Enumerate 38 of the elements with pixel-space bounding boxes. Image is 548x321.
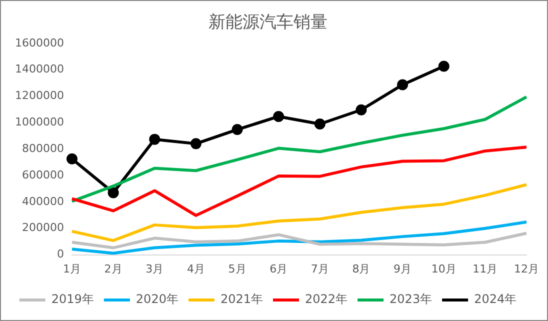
point — [190, 138, 202, 150]
legend-label: 2023年 — [390, 292, 432, 306]
y-tick-label: 200000 — [22, 221, 64, 234]
legend-label: 2022年 — [305, 292, 348, 306]
x-tick-label: 12月 — [514, 262, 539, 276]
legend-label: 2019年 — [51, 292, 94, 306]
y-tick-label: 400000 — [22, 194, 64, 208]
x-tick-label: 3月 — [146, 262, 164, 276]
y-tick-label: 600000 — [22, 168, 64, 182]
point — [314, 118, 326, 130]
point — [108, 187, 119, 198]
x-tick-label: 10月 — [431, 262, 456, 276]
point — [232, 124, 243, 136]
x-tick-label: 11月 — [472, 262, 498, 276]
y-tick-label: 1000000 — [14, 116, 64, 129]
point — [397, 79, 408, 90]
legend-label: 2020年 — [136, 292, 178, 306]
point — [66, 153, 78, 164]
x-tick-label: 4月 — [186, 262, 205, 276]
chart-title: 新能源汽车销量 — [208, 12, 328, 33]
y-tick-label: 1400000 — [14, 62, 64, 76]
x-tick-label: 2月 — [104, 262, 122, 276]
point — [273, 110, 284, 122]
x-tick-label: 9月 — [394, 262, 412, 276]
y-tick-label: 0 — [56, 248, 64, 261]
y-tick-label: 1600000 — [14, 36, 64, 50]
legend-label: 2024年 — [474, 292, 517, 306]
y-tick-label: 1200000 — [14, 89, 64, 102]
point — [438, 60, 450, 72]
x-tick-label: 5月 — [228, 262, 246, 276]
y-tick-label: 800000 — [22, 142, 64, 155]
x-tick-label: 6月 — [270, 262, 288, 276]
point — [356, 104, 367, 116]
point — [149, 134, 160, 145]
x-tick-label: 7月 — [310, 262, 329, 276]
x-tick-label: 8月 — [352, 262, 370, 276]
legend-label: 2021年 — [220, 292, 264, 306]
x-tick-label: 1月 — [62, 262, 81, 276]
